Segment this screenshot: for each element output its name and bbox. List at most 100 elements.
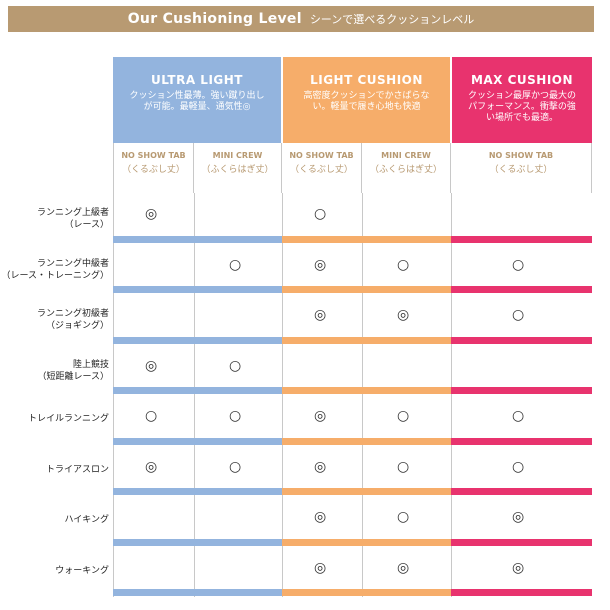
row-label: ランニング中級者 （レース・トレーニング） bbox=[1, 258, 109, 281]
subcol-header: MINI CREW （ふくらはぎ丈） bbox=[362, 143, 451, 193]
double-circle-mark: ◎ bbox=[397, 307, 410, 323]
row-divider-stripe bbox=[362, 336, 451, 344]
row-label: トレイルランニング bbox=[27, 414, 109, 424]
circle-mark: ○ bbox=[229, 458, 242, 475]
subcol-header: NO SHOW TAB （くるぶし丈） bbox=[282, 143, 362, 193]
circle-mark: ○ bbox=[229, 357, 242, 374]
subcol-tab: NO SHOW TAB bbox=[488, 151, 554, 160]
subcol-jp: （ふくらはぎ丈） bbox=[201, 165, 274, 175]
row-divider-stripe bbox=[113, 437, 194, 445]
circle-mark: ○ bbox=[397, 256, 410, 273]
row-divider-stripe bbox=[194, 286, 282, 293]
row-divider-stripe bbox=[451, 336, 592, 344]
subcol-jp: （くるぶし丈） bbox=[489, 165, 553, 175]
double-circle-mark: ◎ bbox=[512, 559, 525, 576]
circle-mark: ○ bbox=[229, 408, 242, 424]
row-divider-stripe bbox=[451, 387, 592, 394]
subcol-header: NO SHOW TAB （くるぶし丈） bbox=[451, 143, 592, 193]
double-circle-mark: ◎ bbox=[314, 256, 327, 273]
row-divider-stripe bbox=[113, 336, 194, 344]
title-english: Our Cushioning Level bbox=[127, 11, 302, 27]
row-divider-stripe bbox=[113, 387, 194, 394]
grid-line bbox=[451, 193, 452, 597]
row-divider-stripe bbox=[362, 235, 451, 243]
row-divider-stripe bbox=[282, 589, 362, 596]
row-divider-stripe bbox=[113, 488, 194, 495]
row-divider-stripe bbox=[362, 387, 451, 394]
circle-mark: ○ bbox=[512, 458, 525, 475]
double-circle-mark: ◎ bbox=[314, 559, 327, 576]
grid-line bbox=[194, 193, 195, 597]
row-divider-stripe bbox=[362, 437, 451, 445]
row-divider-stripe bbox=[113, 538, 194, 546]
circle-mark: ○ bbox=[145, 408, 158, 424]
circle-mark: ○ bbox=[512, 256, 525, 273]
grid-line bbox=[113, 193, 114, 597]
double-circle-mark: ◎ bbox=[314, 509, 327, 525]
subcol-jp: （くるぶし丈） bbox=[290, 165, 353, 175]
level-desc: 高密度クッションでかさばらない。軽量で履き心地も快適 bbox=[303, 91, 430, 112]
row-divider-stripe bbox=[362, 286, 451, 293]
row-divider-stripe bbox=[282, 286, 362, 293]
double-circle-mark: ◎ bbox=[145, 357, 158, 374]
level-header-ultra-light: ULTRA LIGHT クッション性最薄。強い蹴り出しが可能。最軽量、通気性◎ bbox=[113, 57, 281, 143]
row-divider-stripe bbox=[362, 488, 451, 495]
circle-mark: ○ bbox=[229, 256, 242, 273]
level-desc: クッション性最薄。強い蹴り出しが可能。最軽量、通気性◎ bbox=[129, 91, 265, 112]
title-japanese: シーンで選べるクッションレベル bbox=[309, 13, 475, 26]
row-divider-stripe bbox=[282, 387, 362, 394]
circle-mark: ○ bbox=[397, 509, 410, 525]
title-bar: Our Cushioning Level シーンで選べるクッションレベル bbox=[8, 6, 594, 32]
row-divider-stripe bbox=[113, 589, 194, 596]
row-divider-stripe bbox=[113, 286, 194, 293]
row-divider-stripe bbox=[451, 488, 592, 495]
subcol-header: MINI CREW （ふくらはぎ丈） bbox=[194, 143, 282, 193]
row-divider-stripe bbox=[194, 235, 282, 243]
row-divider-stripe bbox=[282, 235, 362, 243]
circle-mark: ○ bbox=[512, 307, 525, 323]
double-circle-mark: ◎ bbox=[314, 408, 327, 424]
level-header-max-cushion: MAX CUSHION クッション最厚かつ最大のパフォーマンス。衝撃の強い場所で… bbox=[452, 57, 592, 143]
row-divider-stripe bbox=[451, 538, 592, 546]
row-label: ハイキング bbox=[64, 515, 109, 525]
row-divider-stripe bbox=[194, 488, 282, 495]
level-desc: クッション最厚かつ最大のパフォーマンス。衝撃の強い場所でも最適。 bbox=[467, 91, 576, 123]
double-circle-mark: ◎ bbox=[397, 559, 410, 576]
row-divider-stripe bbox=[194, 336, 282, 344]
row-divider-stripe bbox=[362, 538, 451, 546]
row-divider-stripe bbox=[362, 589, 451, 596]
grid-line bbox=[362, 193, 363, 597]
row-divider-stripe bbox=[113, 235, 194, 243]
row-divider-stripe bbox=[282, 437, 362, 445]
row-divider-stripe bbox=[194, 437, 282, 445]
double-circle-mark: ◎ bbox=[314, 307, 327, 323]
row-divider-stripe bbox=[194, 538, 282, 546]
circle-mark: ○ bbox=[512, 408, 525, 424]
level-name: MAX CUSHION bbox=[470, 73, 574, 87]
row-divider-stripe bbox=[282, 488, 362, 495]
subcol-header: NO SHOW TAB （くるぶし丈） bbox=[113, 143, 194, 193]
grid-line bbox=[282, 193, 283, 597]
double-circle-mark: ◎ bbox=[145, 458, 158, 475]
double-circle-mark: ◎ bbox=[512, 509, 525, 525]
level-name: ULTRA LIGHT bbox=[151, 73, 243, 87]
row-divider-stripe bbox=[451, 235, 592, 243]
circle-mark: ○ bbox=[397, 408, 410, 424]
row-divider-stripe bbox=[451, 437, 592, 445]
row-label: ランニング上級者 （レース） bbox=[36, 208, 109, 230]
subcol-tab: NO SHOW TAB bbox=[289, 151, 354, 160]
subcol-jp: （ふくらはぎ丈） bbox=[369, 165, 442, 175]
level-header-light-cushion: LIGHT CUSHION 高密度クッションでかさばらない。軽量で履き心地も快適 bbox=[283, 57, 450, 143]
double-circle-mark: ◎ bbox=[314, 458, 327, 475]
subcol-tab: MINI CREW bbox=[381, 151, 431, 160]
row-label: ランニング初級者 （ジョギング） bbox=[36, 309, 109, 331]
subcol-jp: （くるぶし丈） bbox=[122, 165, 185, 175]
row-label: ウォーキング bbox=[55, 565, 109, 576]
row-divider-stripe bbox=[194, 387, 282, 394]
row-divider-stripe bbox=[282, 336, 362, 344]
level-name: LIGHT CUSHION bbox=[310, 73, 423, 87]
row-divider-stripe bbox=[282, 538, 362, 546]
row-label: 陸上競技 （短距離レース） bbox=[37, 359, 109, 382]
double-circle-mark: ◎ bbox=[145, 206, 158, 222]
row-label: トライアスロン bbox=[45, 464, 109, 475]
